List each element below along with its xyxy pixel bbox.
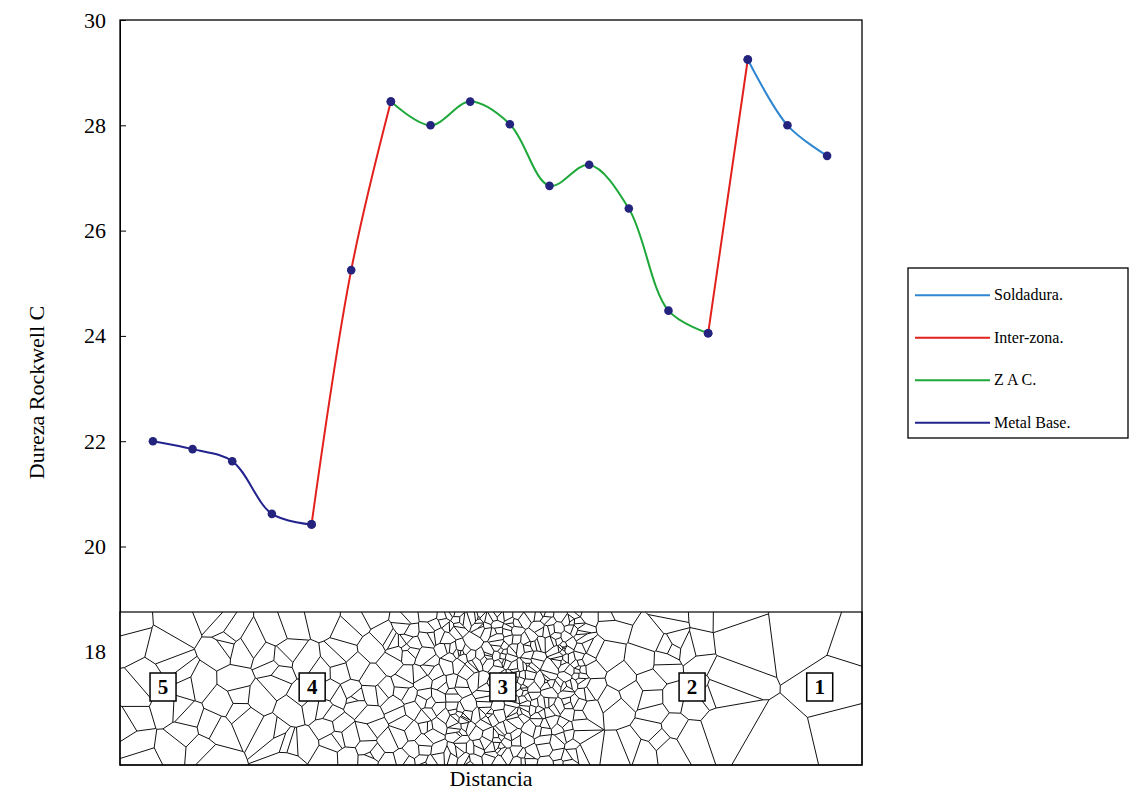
plot-background (120, 20, 862, 765)
zone-label: 5 (158, 675, 169, 699)
legend-label: Soldadura. (994, 286, 1063, 303)
data-point (664, 306, 673, 315)
data-point (585, 160, 594, 169)
microstructure-frame (120, 612, 862, 765)
data-point (387, 97, 396, 106)
zone-box (150, 673, 176, 701)
y-tick-mark (120, 231, 126, 232)
data-point (783, 121, 792, 130)
legend: Soldadura. Inter-zona. Z A C. Metal Base. (908, 268, 1128, 438)
y-tick-label: 20 (84, 534, 106, 559)
legend-label: Z A C. (994, 371, 1036, 388)
zone-label: 1 (814, 675, 825, 699)
x-axis-title: Distancia (449, 766, 532, 791)
data-point (307, 520, 316, 529)
data-point (307, 520, 316, 529)
zone-box (807, 673, 833, 701)
legend-swatch (915, 294, 990, 296)
series-line (153, 441, 312, 524)
zone-label: 2 (687, 675, 698, 699)
y-tick-label: 30 (84, 8, 106, 33)
y-tick-label: 26 (84, 218, 106, 243)
data-point (625, 204, 634, 213)
data-point (387, 97, 396, 106)
zone-label: 4 (307, 675, 318, 699)
series-line (391, 102, 708, 334)
zone-box (679, 673, 705, 701)
zone-box (299, 673, 325, 701)
data-point (268, 510, 277, 519)
microstructure-panel: 5 4 3 2 1 (120, 612, 862, 765)
y-tick-label: 24 (84, 323, 106, 348)
chart: 18 20 22 24 26 28 30 5 4 3 2 1 Dureza Rockwell C Dist… (0, 0, 1138, 796)
data-point (743, 55, 752, 64)
y-tick-mark (120, 441, 126, 442)
data-layer (149, 55, 832, 529)
data-point (149, 437, 158, 446)
plot-frame (120, 20, 862, 765)
series-line (312, 59, 748, 524)
data-point (704, 329, 713, 338)
microstructure-grains (120, 612, 862, 765)
legend-box (908, 268, 1128, 438)
legend-swatch (915, 422, 990, 424)
data-point (426, 121, 435, 130)
data-point (743, 55, 752, 64)
y-tick-mark (120, 547, 126, 548)
y-tick-mark (120, 336, 126, 337)
zone-box (490, 673, 516, 701)
y-axis-title: Dureza Rockwell C (24, 306, 49, 480)
data-point (704, 329, 713, 338)
data-point (188, 445, 197, 454)
legend-label: Inter-zona. (994, 329, 1063, 346)
y-tick-label: 18 (84, 639, 106, 664)
y-tick-label: 22 (84, 429, 106, 454)
data-point (545, 182, 554, 191)
y-tick-label: 28 (84, 113, 106, 138)
data-point (466, 97, 475, 106)
data-point (347, 266, 356, 275)
data-point (823, 152, 832, 161)
zone-label: 3 (498, 675, 509, 699)
data-point (506, 120, 515, 129)
legend-label: Metal Base. (994, 414, 1070, 431)
series-line (748, 59, 827, 155)
legend-swatch (915, 337, 990, 339)
data-point (228, 457, 237, 466)
legend-swatch (915, 379, 990, 381)
y-tick-mark (120, 125, 126, 126)
